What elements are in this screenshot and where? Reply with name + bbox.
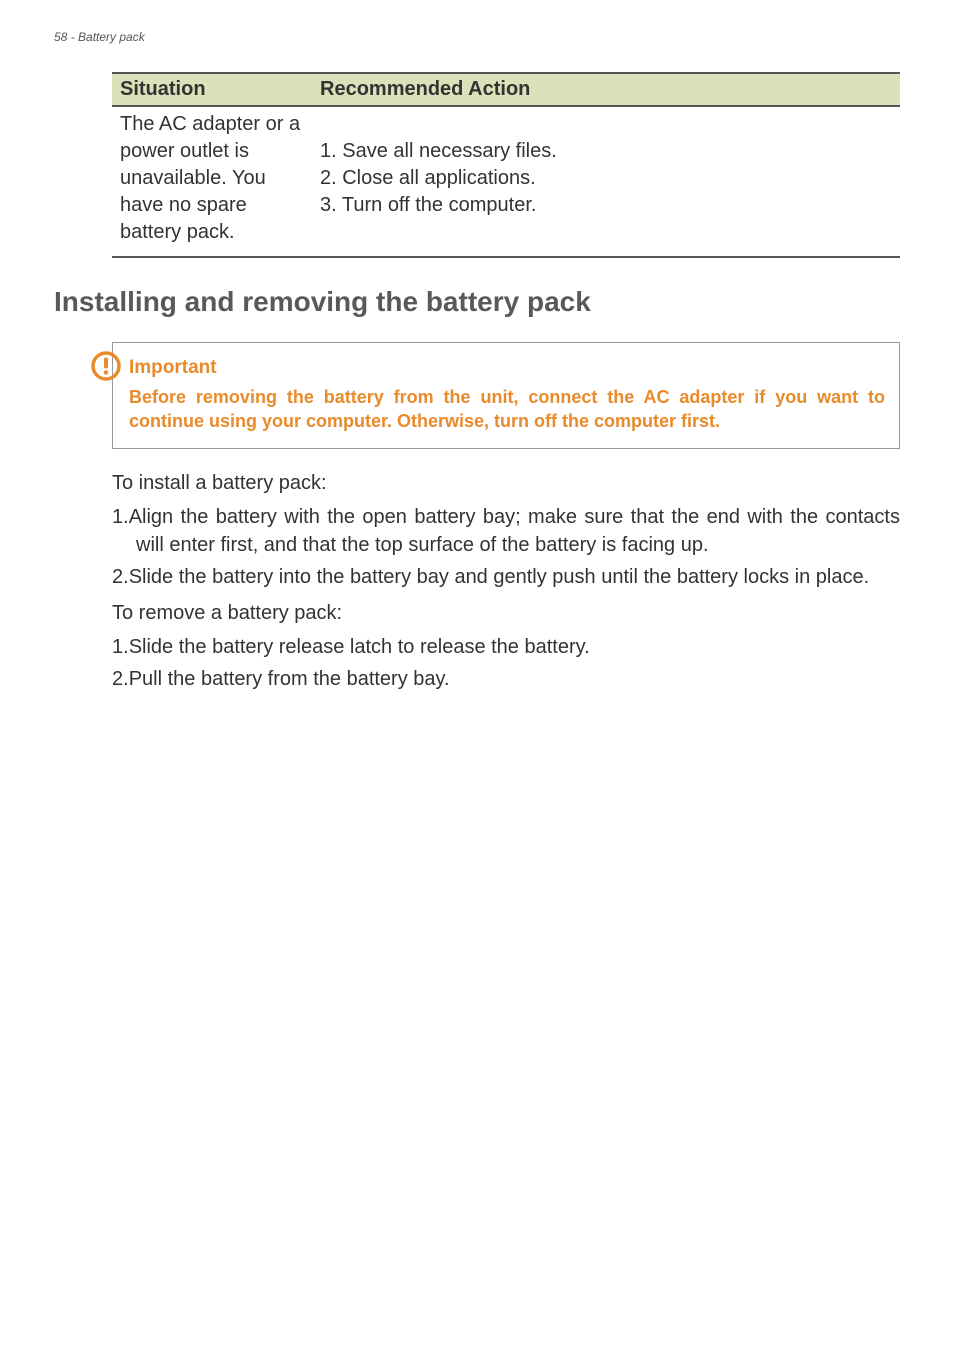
table-header-situation: Situation	[112, 73, 312, 106]
step-text: Pull the battery from the battery bay.	[129, 668, 450, 690]
step-number: 2.	[112, 566, 129, 588]
list-item: 2.Pull the battery from the battery bay.	[112, 665, 900, 693]
situation-cell: The AC adapter or a power outlet is unav…	[112, 106, 312, 257]
remove-steps: 1.Slide the battery release latch to rel…	[112, 633, 900, 693]
action-line: 1. Save all necessary files.	[320, 138, 892, 165]
body-text: To install a battery pack: 1.Align the b…	[112, 469, 900, 693]
step-number: 2.	[112, 668, 129, 690]
action-line: 2. Close all applications.	[320, 165, 892, 192]
important-icon	[91, 351, 121, 381]
list-item: 1.Align the battery with the open batter…	[112, 503, 900, 559]
page-header: 58 - Battery pack	[54, 30, 900, 44]
remove-intro: To remove a battery pack:	[112, 599, 900, 627]
step-text: Slide the battery into the battery bay a…	[129, 566, 869, 588]
section-heading: Installing and removing the battery pack	[54, 286, 900, 318]
action-cell: 1. Save all necessary files. 2. Close al…	[312, 106, 900, 257]
page-number: 58	[54, 30, 67, 44]
list-item: 2.Slide the battery into the battery bay…	[112, 563, 900, 591]
callout-title: Important	[129, 357, 217, 379]
important-callout: Important Before removing the battery fr…	[112, 342, 900, 449]
situation-table: Situation Recommended Action The AC adap…	[112, 72, 900, 258]
page-section-name: Battery pack	[78, 30, 145, 44]
table-header-action: Recommended Action	[312, 73, 900, 106]
callout-header: Important	[127, 355, 885, 381]
step-text: Slide the battery release latch to relea…	[129, 636, 590, 658]
step-number: 1.	[112, 636, 129, 658]
step-number: 1.	[112, 506, 129, 528]
step-text: Align the battery with the open battery …	[129, 506, 900, 556]
install-intro: To install a battery pack:	[112, 469, 900, 497]
table-row: The AC adapter or a power outlet is unav…	[112, 106, 900, 257]
list-item: 1.Slide the battery release latch to rel…	[112, 633, 900, 661]
action-line: 3. Turn off the computer.	[320, 192, 892, 219]
main-content: Situation Recommended Action The AC adap…	[54, 72, 900, 258]
install-steps: 1.Align the battery with the open batter…	[112, 503, 900, 591]
callout-body: Before removing the battery from the uni…	[127, 385, 885, 434]
